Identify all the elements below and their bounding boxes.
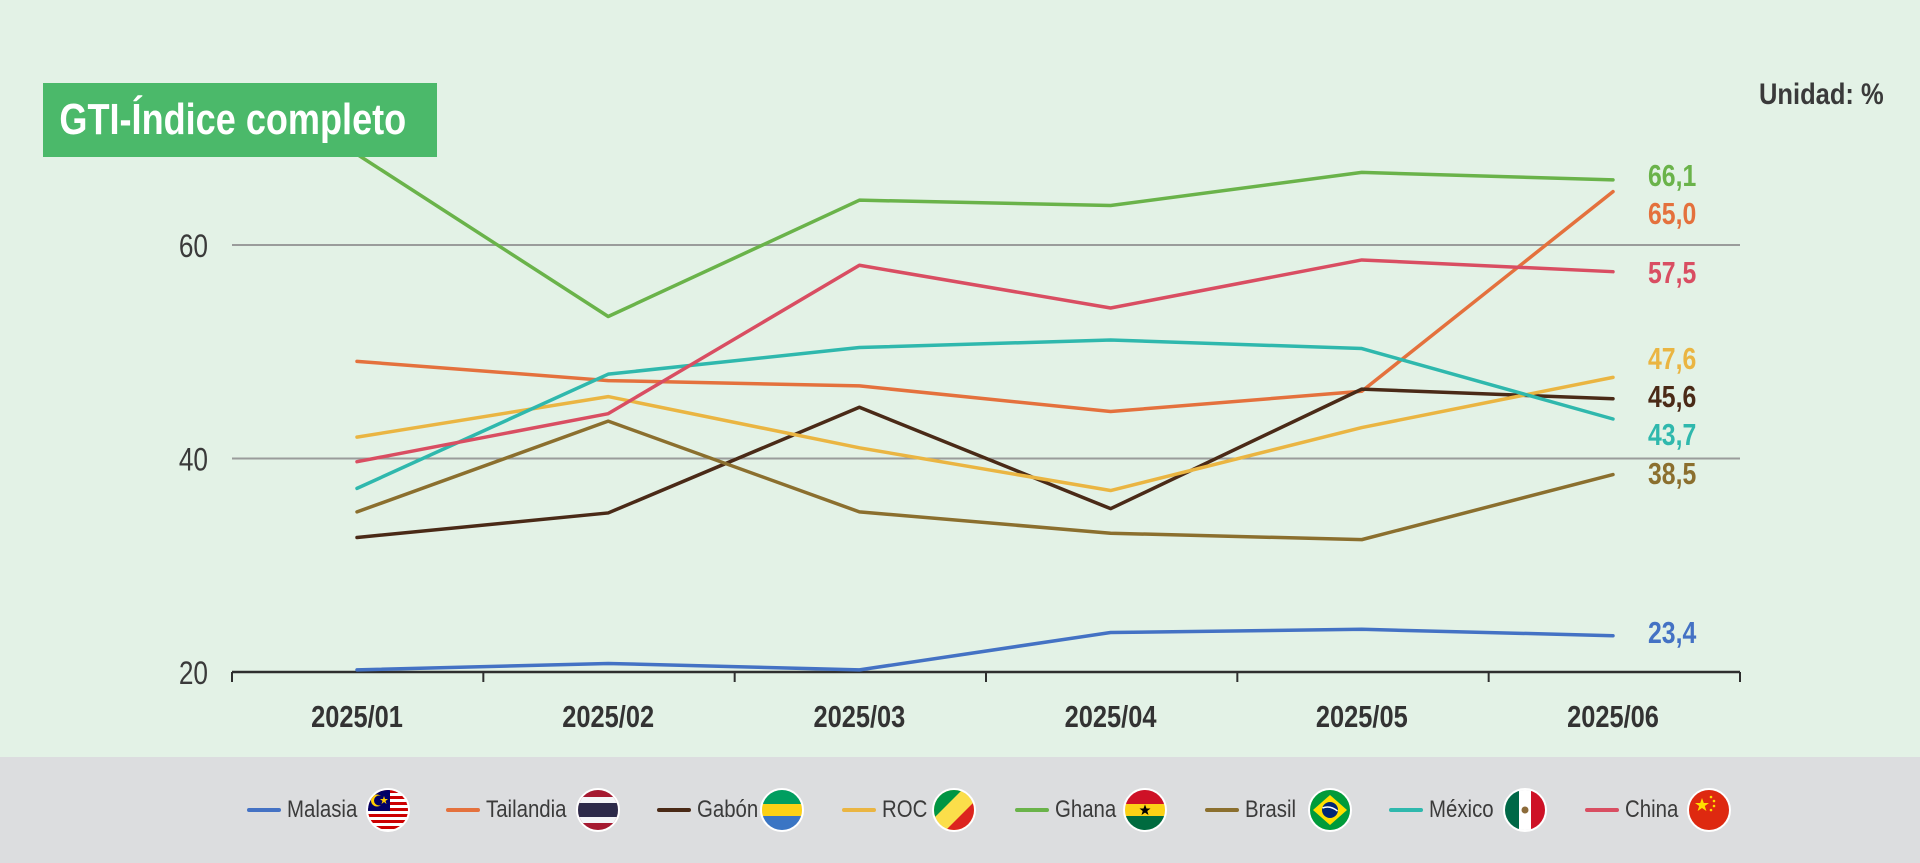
legend-item: Ghana (1015, 757, 1127, 863)
legend-item: Gabón (657, 757, 769, 863)
legend-label: Brasil (1245, 796, 1297, 823)
legend-item: ROC (842, 757, 935, 863)
y-tick-label: 60 (179, 230, 208, 265)
legend-label: México (1429, 796, 1494, 823)
x-tick-label: 2025/04 (1065, 700, 1157, 735)
legend-item: Brasil (1205, 757, 1305, 863)
legend-swatch (842, 808, 876, 812)
end-value-label: 23,4 (1648, 615, 1697, 649)
series-line-roc (355, 375, 1615, 493)
congo-flag-icon (932, 788, 976, 832)
legend-item: México (1389, 757, 1505, 863)
legend-swatch (1205, 808, 1239, 812)
end-value-label: 66,1 (1648, 158, 1696, 192)
x-tick-label: 2025/03 (813, 700, 905, 735)
series-line-mexico (355, 338, 1615, 491)
end-value-label: 47,6 (1648, 341, 1696, 375)
legend-label: Tailandia (486, 796, 567, 823)
thailand-flag-icon (576, 788, 620, 832)
brazil-flag-icon (1308, 788, 1352, 832)
legend-swatch (1015, 808, 1049, 812)
unit-label: Unidad: % (1759, 78, 1884, 111)
chart-title: GTI-Índice completo (59, 95, 407, 144)
x-tick-label: 2025/05 (1316, 700, 1408, 735)
end-labels: 23,4 65,0 45,6 47,6 66,1 38,5 43,7 57,5 (1648, 158, 1697, 649)
legend-label: Malasia (287, 796, 358, 823)
legend-item: Tailandia (446, 757, 581, 863)
legend-swatch (1389, 808, 1423, 812)
x-tick-label: 2025/01 (311, 700, 403, 735)
end-value-label: 65,0 (1648, 196, 1696, 230)
series-line-tailandia (355, 189, 1615, 414)
series-line-china (355, 258, 1615, 464)
series-line-malasia (355, 627, 1615, 672)
end-value-label: 38,5 (1648, 456, 1696, 490)
series-layer (355, 152, 1615, 672)
series-line-ghana (355, 152, 1615, 319)
china-flag-icon (1687, 788, 1731, 832)
x-tick-label: 2025/02 (562, 700, 654, 735)
legend-item: China (1585, 757, 1688, 863)
malaysia-flag-icon (366, 788, 410, 832)
legend-label: ROC (882, 796, 928, 823)
end-value-label: 45,6 (1648, 379, 1696, 413)
legend-item: Malasia (247, 757, 370, 863)
gabon-flag-icon (760, 788, 804, 832)
x-axis: 2025/01 2025/02 2025/03 2025/04 2025/05 2025/… (231, 670, 1741, 735)
y-tick-label: 20 (179, 657, 208, 692)
legend-swatch (247, 808, 281, 812)
legend-label: Ghana (1055, 796, 1117, 823)
legend-swatch (446, 808, 480, 812)
end-value-label: 43,7 (1648, 417, 1696, 451)
ghana-flag-icon (1123, 788, 1167, 832)
mexico-flag-icon (1503, 788, 1547, 832)
end-value-label: 57,5 (1648, 255, 1696, 289)
chart-title-box: GTI-Índice completo (43, 83, 437, 157)
x-tick-label: 2025/06 (1567, 700, 1659, 735)
series-line-brasil (355, 419, 1615, 542)
legend-swatch (657, 808, 691, 812)
grid-layer: 20 40 60 (179, 230, 1740, 692)
legend-label: Gabón (697, 796, 759, 823)
y-tick-label: 40 (179, 443, 208, 478)
legend-label: China (1625, 796, 1679, 823)
legend-swatch (1585, 808, 1619, 812)
legend: Malasia Tailandia Gabón ROC Ghana Brasil Méxic… (0, 757, 1920, 863)
series-line-gabon (355, 387, 1615, 540)
